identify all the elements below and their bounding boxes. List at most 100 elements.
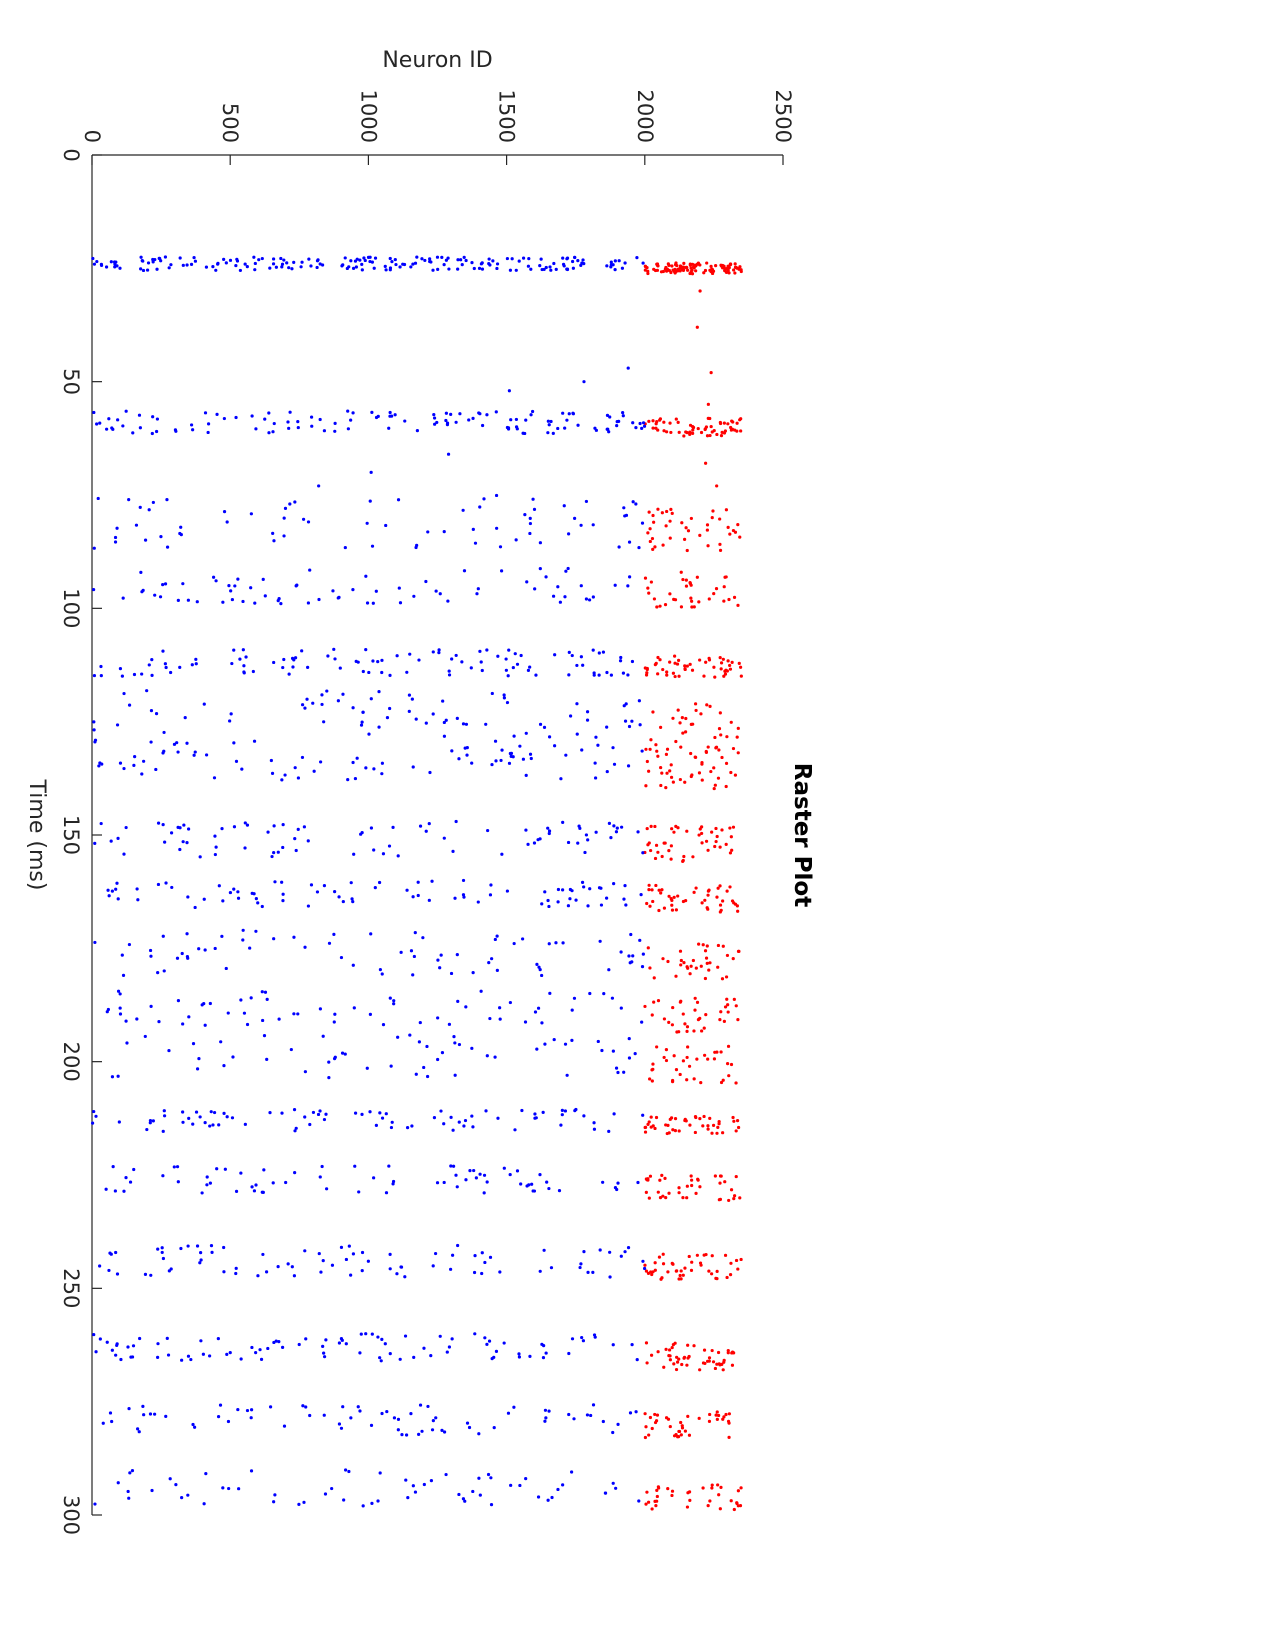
- spike-point: [640, 521, 645, 525]
- spike-point: [113, 265, 117, 269]
- spike-point: [627, 540, 632, 544]
- spike-point: [723, 1253, 728, 1257]
- spike-point: [119, 1357, 123, 1362]
- spike-point: [150, 1488, 154, 1493]
- spike-point: [600, 1048, 604, 1053]
- spike-point: [563, 426, 567, 430]
- spike-point: [107, 417, 111, 421]
- spike-point: [570, 1038, 574, 1042]
- spike-point: [619, 655, 623, 660]
- spike-point: [431, 1264, 435, 1268]
- spike-point: [556, 426, 560, 431]
- spike-point: [230, 597, 234, 602]
- spike-point: [111, 1165, 115, 1169]
- spike-point: [202, 1502, 206, 1506]
- spike-point: [512, 941, 516, 946]
- spike-point: [490, 691, 494, 696]
- spike-point: [442, 734, 447, 738]
- spike-point: [730, 848, 734, 852]
- spike-point: [429, 1479, 434, 1483]
- spike-point: [381, 1023, 386, 1027]
- spike-point: [213, 834, 217, 838]
- spike-point: [322, 1413, 326, 1417]
- spike-point: [360, 268, 364, 272]
- spike-point: [685, 1055, 689, 1060]
- spike-point: [669, 507, 673, 511]
- spike-point: [729, 1062, 734, 1067]
- spike-point: [672, 1054, 676, 1058]
- spike-point: [185, 841, 189, 845]
- spike-point: [706, 745, 710, 749]
- spike-point: [487, 257, 491, 261]
- spike-point: [619, 1006, 623, 1010]
- spike-point: [685, 664, 689, 668]
- spike-point: [203, 1121, 207, 1125]
- spike-point: [589, 1413, 593, 1418]
- spike-point: [488, 263, 492, 267]
- spike-point: [300, 260, 304, 264]
- spike-point: [435, 1181, 440, 1185]
- spike-point: [167, 1269, 171, 1273]
- spike-point: [710, 1272, 714, 1276]
- spike-point: [302, 1500, 306, 1504]
- spike-point: [388, 1352, 392, 1356]
- spike-point: [699, 430, 704, 435]
- spike-point: [198, 855, 202, 859]
- spike-point: [734, 1081, 738, 1085]
- spike-point: [301, 1404, 305, 1408]
- spike-point: [664, 1347, 668, 1351]
- spike-point: [645, 759, 649, 764]
- spike-point: [703, 949, 708, 953]
- spike-point: [588, 887, 592, 891]
- spike-point: [596, 1039, 600, 1044]
- spike-point: [719, 1050, 723, 1054]
- spike-point: [709, 371, 713, 375]
- spike-point: [683, 730, 688, 734]
- spike-point: [447, 669, 451, 673]
- spike-point: [485, 1054, 489, 1058]
- spike-point: [524, 773, 528, 777]
- spike-point: [387, 426, 391, 430]
- spike-point: [290, 267, 294, 271]
- spike-point: [706, 907, 710, 911]
- spike-point: [719, 1174, 723, 1178]
- spike-point: [699, 964, 703, 968]
- spike-point: [685, 1505, 690, 1509]
- spike-point: [685, 1025, 690, 1029]
- spike-point: [259, 1357, 264, 1361]
- spike-point: [376, 1499, 380, 1503]
- spike-point: [221, 1486, 225, 1490]
- spike-point: [673, 1117, 678, 1121]
- spike-point: [641, 261, 645, 265]
- spike-point: [195, 1067, 200, 1071]
- spike-point: [391, 825, 395, 830]
- spike-point: [181, 1120, 185, 1124]
- spike-point: [659, 270, 664, 274]
- spike-point: [374, 1123, 378, 1127]
- spike-point: [727, 1074, 731, 1078]
- spike-point: [711, 269, 716, 273]
- spike-point: [696, 426, 700, 431]
- spike-point: [362, 256, 366, 260]
- spike-point: [519, 653, 523, 658]
- spike-point: [449, 1115, 453, 1119]
- spike-point: [656, 264, 660, 268]
- spike-point: [260, 256, 264, 261]
- spike-point: [641, 1113, 645, 1117]
- spike-point: [412, 594, 416, 598]
- spike-point: [343, 1052, 347, 1056]
- spike-point: [718, 1507, 722, 1511]
- spike-point: [263, 417, 267, 421]
- spike-point: [374, 589, 378, 593]
- spike-point: [461, 722, 466, 726]
- spike-point: [390, 414, 394, 418]
- spike-point: [637, 545, 641, 550]
- spike-point: [162, 730, 166, 735]
- spike-point: [691, 722, 695, 726]
- spike-point: [204, 753, 209, 757]
- spike-point: [315, 890, 320, 894]
- spike-point: [728, 885, 732, 889]
- spike-point: [411, 1484, 415, 1488]
- spike-point: [116, 836, 120, 841]
- spike-point: [470, 761, 474, 765]
